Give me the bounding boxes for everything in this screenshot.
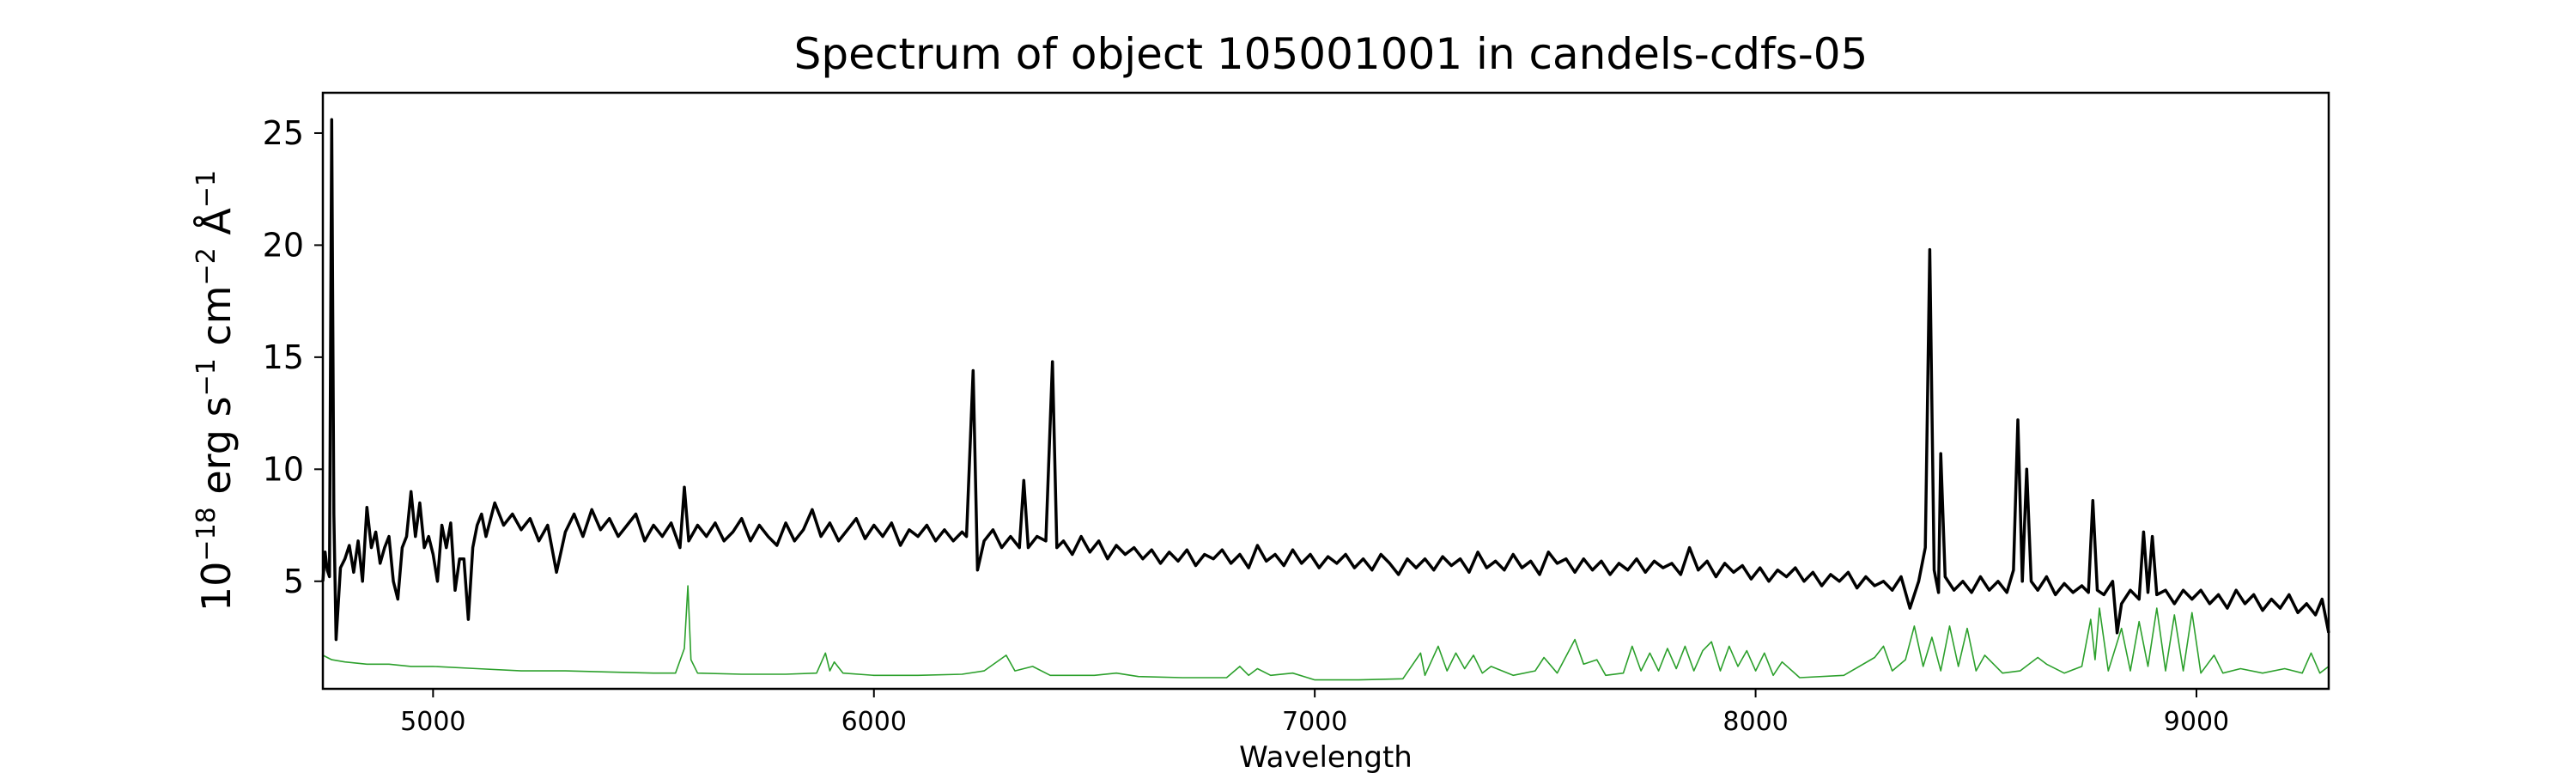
y-label-unit-cm: cm <box>193 285 240 358</box>
y-axis-ticks: 5 10 15 20 25 <box>263 114 323 600</box>
y-tick-label: 10 <box>263 450 304 488</box>
error-series <box>322 585 2330 681</box>
y-tick-label: 25 <box>263 114 304 152</box>
x-axis-label: Wavelength <box>1239 740 1413 773</box>
y-label-unit-erg-s: erg s <box>193 396 240 507</box>
y-label-exp-angstrom: −1 <box>191 170 222 208</box>
x-axis-ticks: 5000 6000 7000 8000 9000 <box>400 689 2229 737</box>
axes-frame <box>321 91 2330 691</box>
y-label-exp-cm: −2 <box>191 247 222 285</box>
x-tick-label: 6000 <box>841 707 907 737</box>
y-tick-label: 5 <box>283 563 304 600</box>
x-tick-label: 5000 <box>400 707 465 737</box>
spectrum-series <box>321 118 2330 642</box>
spectrum-line <box>321 118 2330 642</box>
y-label-unit-angstrom: Å <box>193 208 240 248</box>
plot-area <box>321 118 2330 681</box>
y-label-base: 10 <box>193 562 240 612</box>
x-tick-label: 8000 <box>1722 707 1788 737</box>
y-tick-label: 20 <box>263 226 304 264</box>
chart-title: Spectrum of object 105001001 in candels-… <box>794 29 1868 79</box>
x-tick-label: 7000 <box>1282 707 1347 737</box>
y-tick-label: 15 <box>263 338 304 376</box>
error-line <box>322 585 2330 681</box>
y-label-exp-s: −1 <box>191 358 222 396</box>
y-label-exp-base: −18 <box>191 507 222 561</box>
y-axis-label: 10−18 erg s−1 cm−2 Å−1 <box>191 170 240 612</box>
x-tick-label: 9000 <box>2164 707 2229 737</box>
